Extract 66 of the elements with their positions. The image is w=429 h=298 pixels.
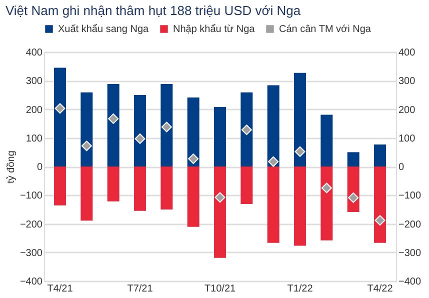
- y2-tick-label: 100: [398, 133, 416, 144]
- chart-title: Việt Nam ghi nhận thâm hụt 188 triệu USD với Nga: [5, 3, 302, 18]
- bar: [240, 92, 253, 166]
- point: [348, 192, 359, 203]
- x-tick-label: T4/22: [367, 284, 394, 294]
- point: [134, 133, 146, 144]
- y2-tick-label: −200: [398, 219, 422, 230]
- y-tick-label: −100: [20, 190, 43, 202]
- y-tick-label: −300: [20, 248, 43, 259]
- bar: [214, 166, 226, 258]
- bar: [134, 166, 146, 211]
- point: [188, 154, 199, 164]
- bar: [267, 166, 280, 243]
- point: [161, 122, 172, 132]
- y-axis-title: tỷ đồng: [6, 150, 17, 184]
- point: [81, 140, 92, 152]
- bar: [160, 166, 173, 210]
- bar: [240, 166, 253, 204]
- bar: [374, 166, 386, 243]
- bar: [347, 152, 360, 166]
- point: [241, 124, 252, 136]
- bar: [80, 166, 93, 221]
- y2-tick-label: 300: [398, 76, 416, 88]
- bar: [320, 166, 333, 240]
- y2-tick-label: −300: [398, 248, 422, 259]
- bar: [374, 144, 386, 166]
- point: [294, 146, 306, 157]
- point: [54, 103, 66, 114]
- y-tick-label: −400: [20, 276, 43, 288]
- x-tick-label: T7/21: [127, 284, 154, 294]
- y2-tick-label: −100: [398, 190, 422, 202]
- y-tick-label: 100: [26, 133, 43, 144]
- point: [214, 192, 226, 203]
- y2-tick-label: 200: [398, 104, 416, 116]
- bar: [187, 98, 200, 166]
- bar: [107, 166, 120, 202]
- legend-label: Cán cân TM với Nga: [279, 24, 372, 35]
- legend-label: Nhập khẩu từ Nga: [173, 23, 256, 35]
- bar: [54, 166, 66, 206]
- bar: [187, 166, 200, 227]
- y-tick-label: 200: [26, 104, 43, 116]
- bar: [214, 106, 226, 166]
- x-tick-label: T1/22: [287, 284, 314, 294]
- point: [374, 215, 386, 226]
- bar: [80, 92, 93, 166]
- legend-label: Xuất khẩu sang Nga: [58, 23, 150, 35]
- bar: [160, 84, 173, 166]
- y2-tick-label: −400: [398, 276, 422, 288]
- y-tick-label: 300: [26, 76, 43, 88]
- bar: [294, 166, 306, 246]
- point: [321, 182, 332, 194]
- y2-tick-label: 0: [398, 162, 404, 173]
- point: [108, 113, 119, 124]
- x-tick-label: T10/21: [204, 284, 236, 294]
- y-tick-label: 400: [26, 48, 43, 58]
- bar: [107, 84, 120, 166]
- y-tick-label: 0: [36, 162, 43, 173]
- point: [268, 156, 279, 167]
- x-tick-label: T4/21: [47, 284, 74, 294]
- y-tick-label: −200: [20, 219, 43, 230]
- bar: [134, 94, 146, 166]
- y2-tick-label: 400: [398, 48, 416, 58]
- bar: [294, 72, 306, 166]
- bar: [54, 68, 66, 166]
- bar: [320, 114, 333, 166]
- bar: [267, 85, 280, 166]
